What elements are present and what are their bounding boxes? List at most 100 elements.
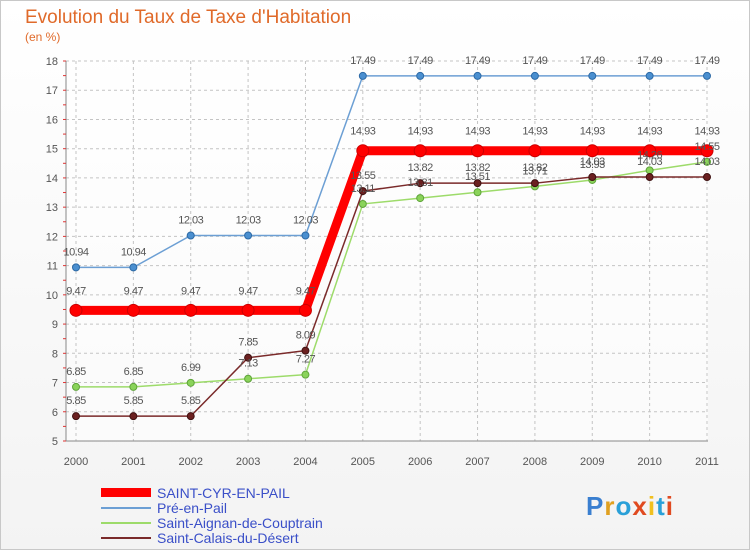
legend-label-pre-en-pail: Pré-en-Pail <box>157 499 228 516</box>
point-saint-cyr-en-pail-2000 <box>69 303 83 317</box>
data-label-saint-aignan-de-couptrain-2007: 13.51 <box>465 171 490 183</box>
series-line-saint-aignan-de-couptrain <box>75 161 708 388</box>
y-tick-label-5: 5 <box>52 436 58 448</box>
data-label-saint-cyr-en-pail-2004: 9.47 <box>296 285 316 297</box>
data-label-saint-aignan-de-couptrain-2011: 14.55 <box>694 141 719 153</box>
data-label-saint-cyr-en-pail-2003: 9.47 <box>238 285 258 297</box>
data-label-pre-en-pail-2007: 17.49 <box>465 55 490 67</box>
data-label-saint-aignan-de-couptrain-2003: 7.13 <box>238 358 258 370</box>
point-pre-en-pail-2007 <box>473 71 482 80</box>
plot-area <box>66 61 708 441</box>
point-pre-en-pail-2003 <box>244 231 253 240</box>
logo-letter: o <box>615 491 633 521</box>
point-saint-aignan-de-couptrain-2003 <box>244 374 253 383</box>
y-tick-label-13: 13 <box>46 202 58 214</box>
data-label-saint-cyr-en-pail-2005: 14.93 <box>350 126 375 138</box>
point-saint-calais-du-desert-2004 <box>301 346 310 355</box>
point-saint-calais-du-desert-2000 <box>72 412 80 421</box>
x-tick-label-2009: 2009 <box>580 456 604 468</box>
y-tick-label-16: 16 <box>46 114 58 126</box>
data-label-saint-calais-du-desert-2003: 7.85 <box>238 337 258 349</box>
data-label-saint-cyr-en-pail-2006: 14.93 <box>408 126 433 138</box>
point-pre-en-pail-2011 <box>703 71 711 80</box>
data-label-pre-en-pail-2006: 17.49 <box>408 55 433 67</box>
x-tick-label-2008: 2008 <box>523 456 547 468</box>
point-saint-aignan-de-couptrain-2002 <box>186 378 195 387</box>
data-label-saint-aignan-de-couptrain-2002: 6.99 <box>181 362 201 374</box>
data-label-saint-calais-du-desert-2002: 5.85 <box>181 395 201 407</box>
data-label-pre-en-pail-2000: 10.94 <box>63 246 88 258</box>
x-tick-label-2000: 2000 <box>64 456 88 468</box>
x-tick-label-2006: 2006 <box>408 456 432 468</box>
point-saint-aignan-de-couptrain-2004 <box>301 370 310 379</box>
point-saint-cyr-en-pail-2004 <box>298 303 312 317</box>
data-label-saint-calais-du-desert-2004: 8.09 <box>296 330 316 342</box>
logo-letter: i <box>665 491 674 521</box>
data-label-pre-en-pail-2005: 17.49 <box>350 55 375 67</box>
point-pre-en-pail-2004 <box>301 231 310 240</box>
data-label-saint-aignan-de-couptrain-2008: 13.71 <box>522 165 547 177</box>
point-pre-en-pail-2000 <box>72 263 80 272</box>
data-label-pre-en-pail-2011: 17.49 <box>694 55 719 67</box>
legend-item-saint-cyr-en-pail: SAINT-CYR-EN-PAIL <box>101 485 323 501</box>
y-tick-label-14: 14 <box>46 173 58 185</box>
point-saint-cyr-en-pail-2008 <box>528 144 542 158</box>
legend-item-saint-aignan-de-couptrain: Saint-Aignan-de-Couptrain <box>101 514 323 531</box>
y-tick-label-15: 15 <box>46 144 58 156</box>
data-label-saint-calais-du-desert-2010: 14.03 <box>637 156 662 168</box>
legend-swatch-saint-cyr-en-pail <box>101 488 151 497</box>
data-label-saint-cyr-en-pail-2008: 14.93 <box>522 126 547 138</box>
point-saint-calais-du-desert-2006 <box>416 179 425 188</box>
point-pre-en-pail-2005 <box>358 71 367 80</box>
data-label-pre-en-pail-2009: 17.49 <box>580 55 605 67</box>
data-label-saint-calais-du-desert-2000: 5.85 <box>66 395 86 407</box>
legend-item-pre-en-pail: Pré-en-Pail <box>101 499 323 516</box>
data-label-pre-en-pail-2001: 10.94 <box>121 246 146 258</box>
data-label-pre-en-pail-2002: 12.03 <box>178 215 203 227</box>
y-tick-label-7: 7 <box>52 378 58 390</box>
point-saint-cyr-en-pail-2003 <box>241 303 255 317</box>
logo-letter: x <box>632 491 648 521</box>
data-label-saint-aignan-de-couptrain-2006: 13.31 <box>408 177 433 189</box>
point-saint-aignan-de-couptrain-2001 <box>129 382 138 391</box>
point-saint-aignan-de-couptrain-2011 <box>703 157 711 166</box>
point-saint-aignan-de-couptrain-2006 <box>416 194 425 203</box>
series-line-saint-cyr-en-pail <box>71 146 712 315</box>
legend-label-saint-calais-du-desert: Saint-Calais-du-Désert <box>157 529 299 546</box>
x-tick-label-2010: 2010 <box>637 456 661 468</box>
point-pre-en-pail-2002 <box>186 231 195 240</box>
data-label-saint-calais-du-desert-2005: 13.55 <box>350 170 375 182</box>
data-label-pre-en-pail-2008: 17.49 <box>522 55 547 67</box>
y-tick-label-6: 6 <box>52 407 58 419</box>
legend-swatch-saint-aignan-de-couptrain <box>101 521 151 524</box>
x-tick-label-2001: 2001 <box>121 456 145 468</box>
logo-letter: t <box>656 491 666 521</box>
point-saint-cyr-en-pail-2002 <box>184 303 198 317</box>
chart-subtitle: (en %) <box>25 30 61 44</box>
y-tick-label-12: 12 <box>46 231 58 243</box>
legend-label-saint-aignan-de-couptrain: Saint-Aignan-de-Couptrain <box>157 514 323 531</box>
x-tick-label-2004: 2004 <box>293 456 317 468</box>
y-tick-label-9: 9 <box>52 319 58 331</box>
point-saint-cyr-en-pail-2010 <box>643 144 657 158</box>
data-label-saint-aignan-de-couptrain-2005: 13.11 <box>351 183 376 195</box>
y-tick-label-10: 10 <box>46 290 58 302</box>
data-label-saint-cyr-en-pail-2002: 9.47 <box>181 285 201 297</box>
x-tick-label-2007: 2007 <box>465 456 489 468</box>
point-saint-cyr-en-pail-2006 <box>413 144 427 158</box>
data-label-saint-calais-du-desert-2011: 14.03 <box>694 156 719 168</box>
point-pre-en-pail-2010 <box>645 71 654 80</box>
point-pre-en-pail-2001 <box>129 263 138 272</box>
point-saint-aignan-de-couptrain-2007 <box>473 188 482 197</box>
logo-letter: P <box>586 491 605 521</box>
data-label-saint-cyr-en-pail-2007: 14.93 <box>465 126 490 138</box>
point-saint-cyr-en-pail-2009 <box>585 144 599 158</box>
data-label-pre-en-pail-2010: 17.49 <box>637 55 662 67</box>
y-tick-label-18: 18 <box>46 56 58 68</box>
point-saint-cyr-en-pail-2001 <box>126 303 140 317</box>
data-label-saint-calais-du-desert-2008: 13.82 <box>522 162 547 174</box>
point-saint-calais-du-desert-2001 <box>129 412 138 421</box>
data-label-saint-aignan-de-couptrain-2009: 13.93 <box>580 159 605 171</box>
point-saint-calais-du-desert-2009 <box>588 173 597 182</box>
